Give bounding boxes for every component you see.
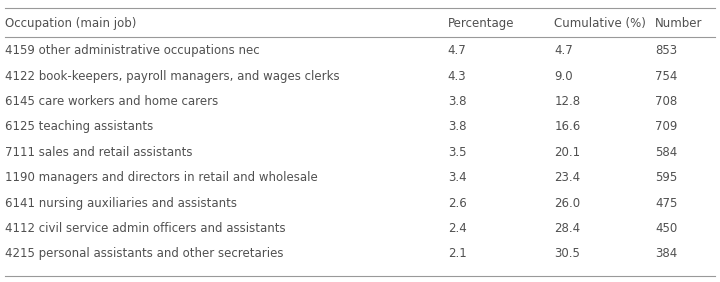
Text: 450: 450 [655,222,678,235]
Text: 475: 475 [655,197,678,210]
Text: 26.0: 26.0 [554,197,580,210]
Text: 6125 teaching assistants: 6125 teaching assistants [5,120,153,133]
Text: 6141 nursing auxiliaries and assistants: 6141 nursing auxiliaries and assistants [5,197,237,210]
Text: 4159 other administrative occupations nec: 4159 other administrative occupations ne… [5,44,260,57]
Text: 595: 595 [655,171,678,184]
Text: Percentage: Percentage [448,17,514,30]
Text: 7111 sales and retail assistants: 7111 sales and retail assistants [5,146,192,159]
Text: Number: Number [655,17,703,30]
Text: 708: 708 [655,95,678,108]
Text: 3.8: 3.8 [448,120,467,133]
Text: Occupation (main job): Occupation (main job) [5,17,136,30]
Text: 4122 book-keepers, payroll managers, and wages clerks: 4122 book-keepers, payroll managers, and… [5,70,340,83]
Text: 20.1: 20.1 [554,146,580,159]
Text: 709: 709 [655,120,678,133]
Text: 384: 384 [655,247,678,260]
Text: 16.6: 16.6 [554,120,580,133]
Text: 9.0: 9.0 [554,70,573,83]
Text: 6145 care workers and home carers: 6145 care workers and home carers [5,95,218,108]
Text: 2.4: 2.4 [448,222,467,235]
Text: 2.6: 2.6 [448,197,467,210]
Text: 28.4: 28.4 [554,222,580,235]
Text: 4215 personal assistants and other secretaries: 4215 personal assistants and other secre… [5,247,284,260]
Text: 4.7: 4.7 [448,44,467,57]
Text: 1190 managers and directors in retail and wholesale: 1190 managers and directors in retail an… [5,171,318,184]
Text: 584: 584 [655,146,678,159]
Text: 4.3: 4.3 [448,70,467,83]
Text: 754: 754 [655,70,678,83]
Text: 3.5: 3.5 [448,146,467,159]
Text: 3.8: 3.8 [448,95,467,108]
Text: 3.4: 3.4 [448,171,467,184]
Text: 4112 civil service admin officers and assistants: 4112 civil service admin officers and as… [5,222,286,235]
Text: 853: 853 [655,44,678,57]
Text: 12.8: 12.8 [554,95,580,108]
Text: 2.1: 2.1 [448,247,467,260]
Text: 23.4: 23.4 [554,171,580,184]
Text: Cumulative (%): Cumulative (%) [554,17,647,30]
Text: 30.5: 30.5 [554,247,580,260]
Text: 4.7: 4.7 [554,44,573,57]
